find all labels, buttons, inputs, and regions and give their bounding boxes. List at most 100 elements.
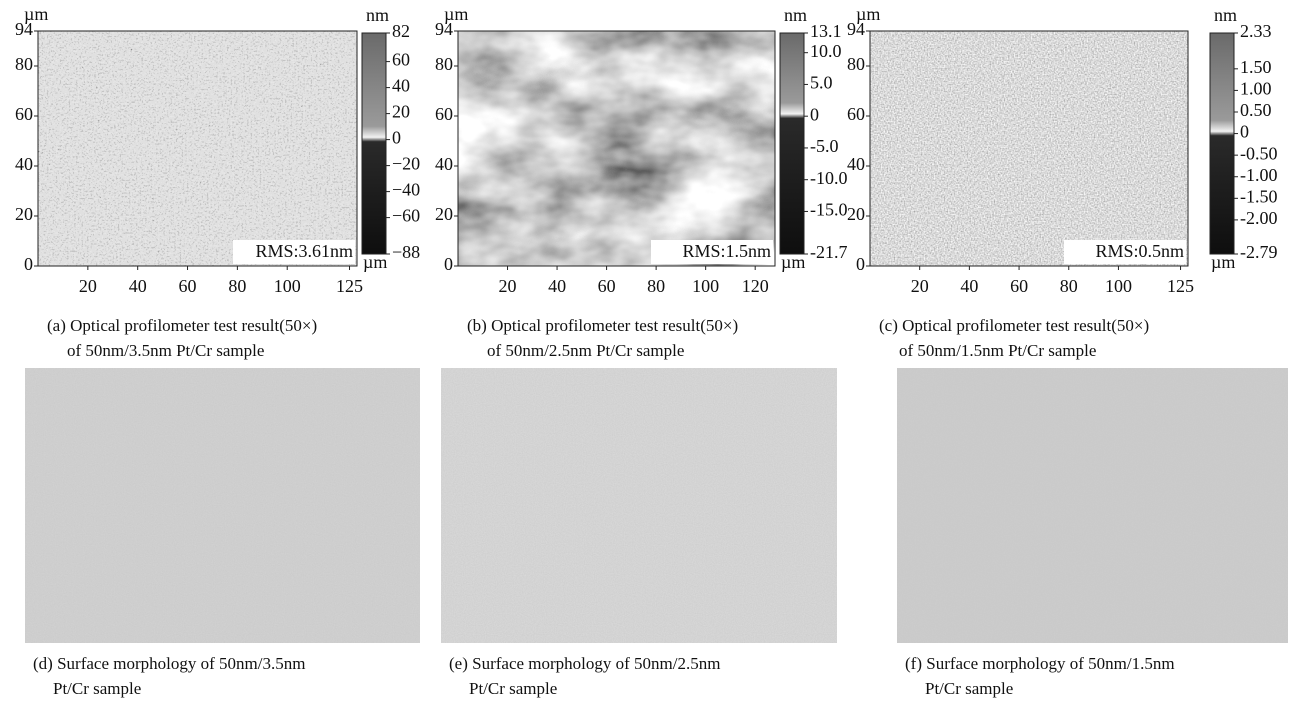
plot-frame — [457, 30, 776, 267]
caption: (b) Optical profilometer test result(50×… — [467, 316, 738, 335]
x-tick-label: 120 — [742, 276, 769, 296]
colorbar-tick-label: −60 — [392, 206, 420, 226]
y-unit: µm — [24, 4, 48, 24]
caption: of 50nm/2.5nm Pt/Cr sample — [487, 341, 684, 360]
colorbar-bottom-unit: µm — [781, 252, 805, 272]
y-tick-label: 40 — [435, 154, 453, 174]
colorbar — [1209, 32, 1235, 255]
y-tick-label: 94 — [847, 19, 865, 39]
y-tick-label: 0 — [856, 254, 865, 274]
colorbar-tick-label: -10.0 — [810, 168, 848, 188]
colorbar — [361, 32, 387, 255]
colorbar-tick-label: 20 — [392, 102, 410, 122]
rms-box — [651, 240, 773, 264]
colorbar-tick-label: 5.0 — [810, 73, 833, 93]
caption: (f) Surface morphology of 50nm/1.5nm — [905, 654, 1175, 673]
rms-box — [233, 240, 355, 264]
colorbar-tick-label: −40 — [392, 180, 420, 200]
x-tick-label: 125 — [336, 276, 363, 296]
rms-box — [1064, 240, 1186, 264]
colorbar-tick-label: 0 — [810, 104, 819, 124]
caption: (e) Surface morphology of 50nm/2.5nm — [449, 654, 720, 673]
colorbar-unit: nm — [784, 5, 807, 25]
colorbar-tick-label: -21.7 — [810, 242, 848, 262]
x-tick-label: 100 — [274, 276, 301, 296]
colorbar-tick-label: 40 — [392, 76, 410, 96]
plot-frame — [37, 30, 358, 267]
x-tick-label: 60 — [598, 276, 616, 296]
colorbar-tick-label: 1.50 — [1240, 57, 1272, 77]
colorbar-unit: nm — [366, 5, 389, 25]
y-unit: µm — [856, 4, 880, 24]
photo-texture — [441, 368, 837, 643]
y-tick-label: 20 — [15, 204, 33, 224]
y-tick-label: 0 — [24, 254, 33, 274]
colorbar-tick-label: 0 — [392, 128, 401, 148]
y-tick-label: 40 — [847, 154, 865, 174]
colorbar-tick-label: 2.33 — [1240, 21, 1272, 41]
x-tick-label: 40 — [129, 276, 147, 296]
photo-texture — [25, 368, 420, 643]
colorbar-tick-label: 82 — [392, 21, 410, 41]
colorbar-tick-label: −20 — [392, 154, 420, 174]
colorbar — [779, 32, 805, 255]
y-tick-label: 20 — [435, 204, 453, 224]
colorbar-tick-label: 60 — [392, 50, 410, 70]
x-tick-label: 80 — [228, 276, 246, 296]
x-tick-label: 20 — [911, 276, 929, 296]
y-tick-label: 80 — [847, 54, 865, 74]
colorbar-bottom-unit: µm — [363, 252, 387, 272]
colorbar-tick-label: -1.50 — [1240, 186, 1278, 206]
y-tick-label: 60 — [847, 104, 865, 124]
colorbar-tick-label: 13.1 — [810, 21, 842, 41]
photo-texture — [897, 368, 1288, 643]
y-tick-label: 80 — [435, 54, 453, 74]
x-tick-label: 40 — [960, 276, 978, 296]
height-map — [458, 31, 775, 266]
caption: Pt/Cr sample — [925, 679, 1013, 698]
colorbar-tick-label: -1.00 — [1240, 165, 1278, 185]
y-tick-label: 60 — [435, 104, 453, 124]
colorbar-bottom-unit: µm — [1211, 252, 1235, 272]
colorbar-tick-label: 0 — [1240, 122, 1249, 142]
y-tick-label: 0 — [444, 254, 453, 274]
colorbar-tick-label: -2.79 — [1240, 242, 1278, 262]
caption: of 50nm/1.5nm Pt/Cr sample — [899, 341, 1096, 360]
x-tick-label: 80 — [1060, 276, 1078, 296]
y-tick-label: 60 — [15, 104, 33, 124]
rms-label: RMS:1.5nm — [682, 241, 771, 261]
y-tick-label: 20 — [847, 204, 865, 224]
colorbar-tick-label: -0.50 — [1240, 143, 1278, 163]
colorbar-tick-label: -2.00 — [1240, 208, 1278, 228]
colorbar-tick-label: -5.0 — [810, 136, 839, 156]
rms-label: RMS:0.5nm — [1095, 241, 1184, 261]
colorbar-tick-label: 10.0 — [810, 41, 842, 61]
colorbar-unit: nm — [1214, 5, 1237, 25]
y-tick-label: 80 — [15, 54, 33, 74]
caption: (c) Optical profilometer test result(50×… — [879, 316, 1149, 335]
colorbar-tick-label: 0.50 — [1240, 100, 1272, 120]
x-tick-label: 60 — [179, 276, 197, 296]
x-tick-label: 20 — [499, 276, 517, 296]
caption: (d) Surface morphology of 50nm/3.5nm — [33, 654, 305, 673]
rms-label: RMS:3.61nm — [255, 241, 353, 261]
colorbar-tick-label: −88 — [392, 242, 420, 262]
y-tick-label: 94 — [15, 19, 33, 39]
height-map — [38, 31, 357, 266]
caption: Pt/Cr sample — [53, 679, 141, 698]
caption: of 50nm/3.5nm Pt/Cr sample — [67, 341, 264, 360]
x-tick-label: 20 — [79, 276, 97, 296]
y-unit: µm — [444, 4, 468, 24]
y-tick-label: 94 — [435, 19, 453, 39]
colorbar-tick-label: 1.00 — [1240, 79, 1272, 99]
height-map — [870, 31, 1188, 266]
x-tick-label: 125 — [1167, 276, 1194, 296]
x-tick-label: 60 — [1010, 276, 1028, 296]
colorbar-tick-label: -15.0 — [810, 200, 848, 220]
x-tick-label: 100 — [692, 276, 719, 296]
caption: Pt/Cr sample — [469, 679, 557, 698]
x-tick-label: 40 — [548, 276, 566, 296]
plot-frame — [869, 30, 1189, 267]
x-tick-label: 100 — [1105, 276, 1132, 296]
